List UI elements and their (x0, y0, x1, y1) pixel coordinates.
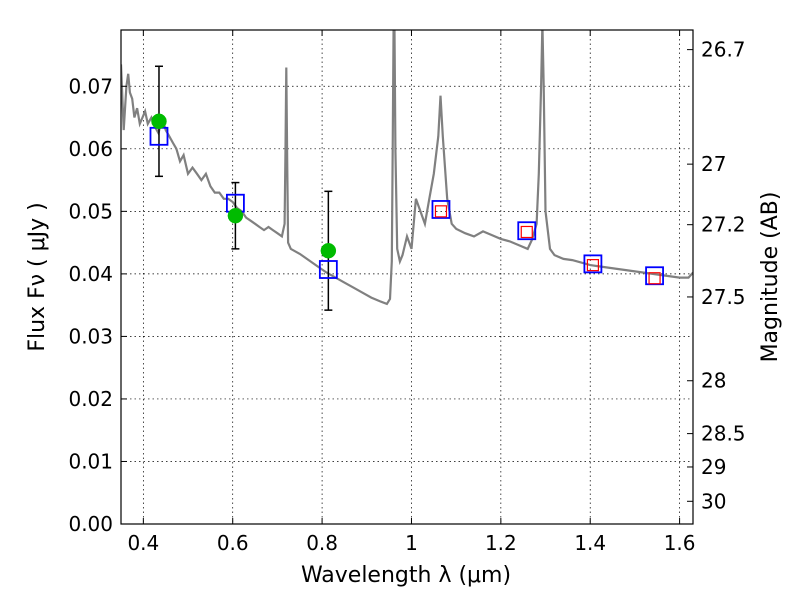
plot-background (121, 30, 693, 524)
model-square-marker (431, 200, 451, 219)
x-tick-label: 0.6 (217, 531, 249, 555)
nir-square-marker (586, 259, 600, 272)
right-tick-label: 27 (701, 152, 726, 176)
nir-square-marker (520, 225, 533, 239)
model-square-marker (517, 221, 537, 241)
observed-circle-marker (320, 242, 337, 259)
observed-circle-marker (151, 113, 167, 130)
x-tick-label: 1.2 (485, 531, 517, 555)
observed-circle-marker (227, 207, 244, 224)
data-markers (149, 113, 664, 286)
y-tick-label: 0.03 (68, 324, 113, 348)
y-tick-label: 0.05 (68, 199, 113, 223)
model-spectrum-group (121, 30, 693, 306)
y-tick-label: 0.01 (68, 449, 113, 473)
nir-square-marker (434, 205, 448, 218)
y-tick-label: 0.06 (68, 137, 113, 161)
x-tick-label: 1.4 (574, 531, 606, 555)
x-tick-label: 0.8 (306, 531, 338, 555)
y-tick-label: 0.02 (68, 387, 113, 411)
y-tick-label: 0.07 (68, 74, 113, 98)
right-tick-label: 28 (701, 369, 726, 393)
plot-frame (120, 29, 694, 525)
model-square-marker (583, 254, 603, 274)
model-square-marker (318, 260, 338, 279)
right-tick-label: 27.2 (701, 213, 746, 237)
x-axis-ticks: 0.4 0.6 0.8 1 1.2 1.4 1.6 (127, 30, 696, 555)
y-axis-ticks: 0.00 0.01 0.02 0.03 0.04 0.05 0.06 0.07 (68, 74, 127, 536)
x-tick-label: 0.4 (127, 531, 159, 555)
x-axis-label: Wavelength λ (μm) (301, 563, 511, 588)
right-axis-ticks: 26.7 27 27.2 27.5 28 28.5 29 30 (687, 38, 746, 513)
right-tick-label: 30 (701, 489, 726, 513)
model-spectrum-line (121, 30, 693, 306)
right-tick-label: 27.5 (701, 285, 746, 309)
x-tick-label: 1 (405, 531, 418, 555)
y-tick-label: 0.00 (68, 512, 113, 536)
right-tick-label: 29 (701, 455, 726, 479)
right-tick-label: 26.7 (701, 38, 746, 62)
x-tick-label: 1.6 (664, 531, 696, 555)
right-tick-label: 28.5 (701, 422, 746, 446)
nir-square-marker (648, 272, 661, 285)
right-axis-label: Magnitude (AB) (758, 192, 783, 363)
y-axis-label: Flux Fν ( μJy ) (25, 202, 50, 351)
y-tick-label: 0.04 (68, 262, 113, 286)
